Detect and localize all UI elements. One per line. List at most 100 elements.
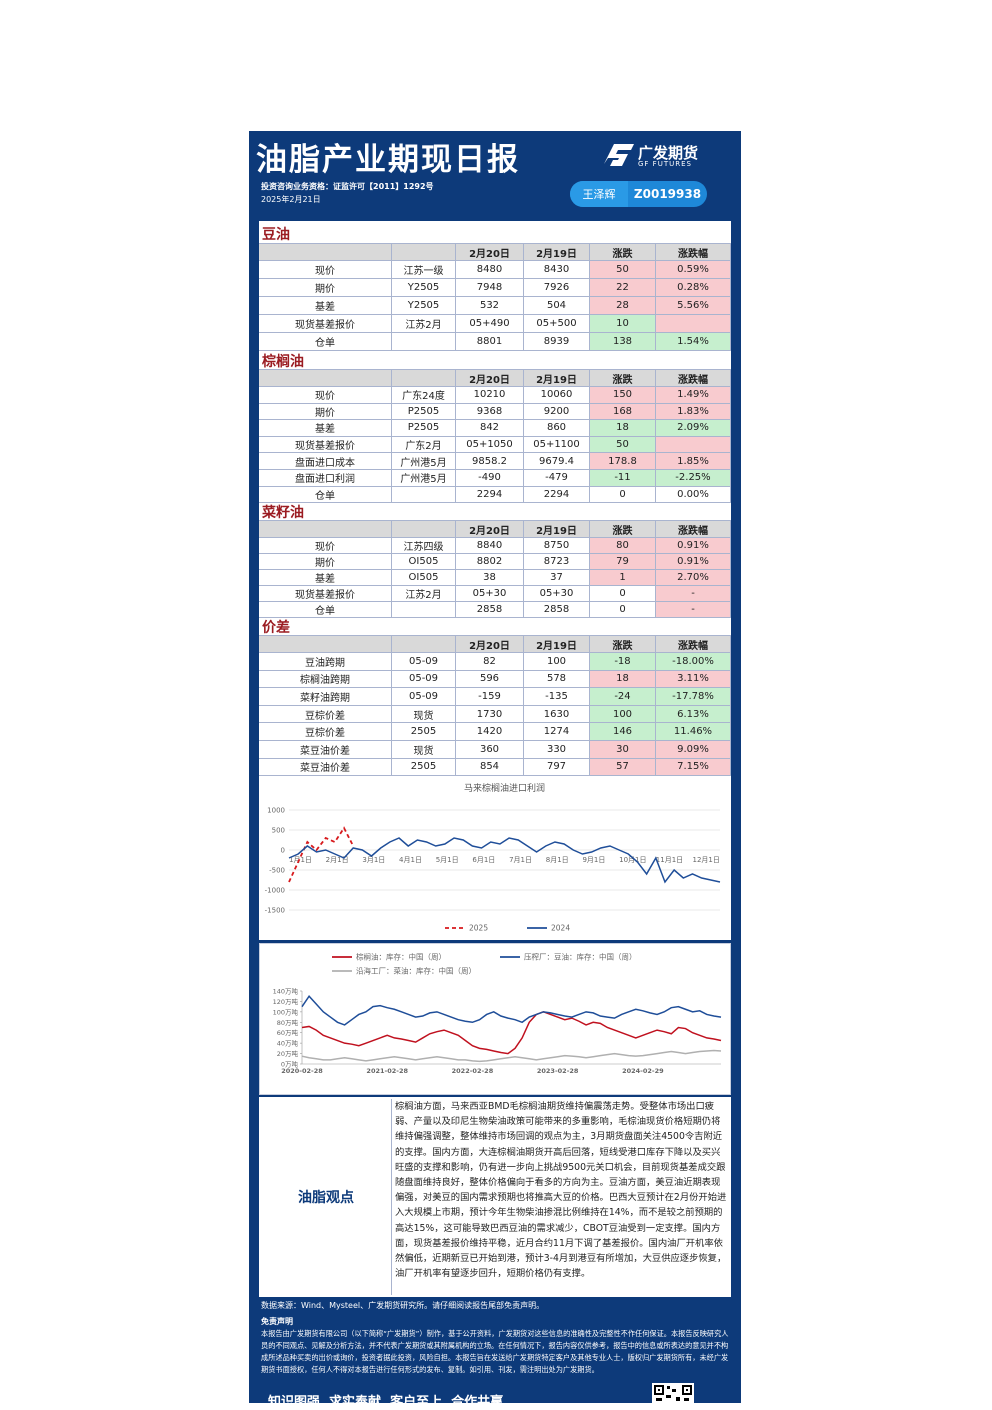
table-cell: 50	[590, 436, 656, 454]
table-cell: 1730	[456, 705, 524, 724]
column-header	[259, 521, 392, 538]
column-header: 2月20日	[456, 521, 524, 538]
column-header: 涨跌幅	[656, 636, 731, 653]
table-cell: 1420	[456, 723, 524, 741]
table-cell: 860	[524, 420, 590, 437]
table-cell: 8802	[456, 554, 524, 570]
section-title: 豆油	[259, 224, 731, 244]
column-header: 2月19日	[524, 370, 590, 387]
table-cell	[656, 315, 731, 333]
table-cell: 1.54%	[656, 333, 731, 351]
qr-code	[652, 1383, 694, 1403]
opinion-text: 棕榈油方面，马来西亚BMD毛棕榈油期货维持偏震荡走势。受整体市场出口疲弱、产量以…	[395, 1101, 727, 1280]
x-tick-label: 2022-02-28	[452, 1067, 494, 1075]
row-label: 基差	[259, 570, 392, 586]
y-tick-label: 140万吨	[273, 987, 299, 996]
logo-en: GF FUTURES	[638, 160, 692, 168]
section-title: 价差	[259, 618, 731, 636]
table-cell: 广东2月	[392, 436, 456, 454]
column-header: 涨跌	[590, 521, 656, 538]
table-cell: -18.00%	[656, 653, 731, 671]
table-cell: 8430	[524, 261, 590, 279]
table-cell: 22	[590, 279, 656, 297]
tables: 豆油 2月20日 2月19日 涨跌 涨跌幅 现价 江苏一级 8480 8430 50 0.59% 期价…	[259, 221, 731, 777]
table-cell: 100	[590, 705, 656, 724]
x-tick-label: 2月1日	[326, 856, 349, 864]
table-cell: 57	[590, 758, 656, 777]
table-cell: 05+500	[524, 315, 590, 333]
disclaimer-text: 本报告由广发期货有限公司（以下简称“广发期货”）制作，基于公开资料，广发期货对这…	[261, 1329, 729, 1374]
table-cell: 10	[590, 315, 656, 333]
column-header: 涨跌	[590, 370, 656, 387]
column-header: 涨跌幅	[656, 244, 731, 261]
legend-label: 沿海工厂：菜油：库存：中国（周）	[356, 966, 476, 976]
table-cell: 8840	[456, 538, 524, 554]
license: 投资咨询业务资格：证监许可【2011】1292号	[261, 182, 434, 191]
table-cell: 5.56%	[656, 297, 731, 315]
table-cell: -2.25%	[656, 470, 731, 487]
row-label: 棕榈油跨期	[259, 670, 392, 689]
table-cell: -135	[524, 688, 590, 706]
table-cell: 现货	[392, 705, 456, 724]
x-tick-label: 2023-02-28	[537, 1067, 579, 1075]
table-cell: 0.59%	[656, 261, 731, 279]
table-cell: 2858	[524, 602, 590, 618]
table-cell: 广州港5月	[392, 470, 456, 487]
legend-label: 棕榈油：库存：中国（周）	[356, 952, 446, 962]
column-header: 2月19日	[524, 244, 590, 261]
table-cell: 0	[590, 602, 656, 618]
column-header	[392, 521, 456, 538]
table-cell: 797	[524, 758, 590, 777]
x-tick-label: 6月1日	[472, 856, 495, 864]
table-cell: 2858	[456, 602, 524, 618]
table-cell: 1.85%	[656, 453, 731, 470]
table-cell: 7926	[524, 279, 590, 297]
y-tick-label: 1000	[267, 807, 285, 815]
row-label: 菜豆油价差	[259, 758, 392, 777]
table-cell: -24	[590, 688, 656, 706]
table-cell: -490	[456, 470, 524, 487]
legend-label: 2024	[551, 924, 570, 933]
table-cell	[392, 333, 456, 351]
table-cell: 8723	[524, 554, 590, 570]
legend-label: 2025	[469, 924, 488, 933]
table-cell: 江苏2月	[392, 586, 456, 602]
table-cell: 江苏一级	[392, 261, 456, 279]
table-cell: 江苏四级	[392, 538, 456, 554]
table-cell: -159	[456, 688, 524, 706]
row-label: 现价	[259, 261, 392, 279]
table-cell: 0	[590, 586, 656, 602]
table-cell: 18	[590, 420, 656, 437]
opinion-label: 油脂观点	[261, 1099, 392, 1295]
table-cell: 9.09%	[656, 741, 731, 759]
column-header: 2月19日	[524, 521, 590, 538]
table-cell: -479	[524, 470, 590, 487]
column-header: 2月20日	[456, 244, 524, 261]
logo-cn: 广发期货	[638, 144, 699, 162]
table-cell: -17.78%	[656, 688, 731, 706]
table-cell: 8801	[456, 333, 524, 351]
table-cell: 2.70%	[656, 570, 731, 586]
y-tick-label: 60万吨	[277, 1028, 299, 1037]
y-tick-label: 0	[281, 847, 285, 855]
section-title: 菜籽油	[259, 503, 731, 521]
disclaimer-title: 免责声明	[261, 1317, 293, 1326]
table-cell: 150	[590, 387, 656, 404]
table-cell: 8939	[524, 333, 590, 351]
table-cell: 1630	[524, 705, 590, 724]
series-line	[288, 826, 354, 883]
table-cell: 0.91%	[656, 554, 731, 570]
table-cell: 146	[590, 723, 656, 741]
opinion-box	[259, 1097, 731, 1297]
table-cell: 江苏2月	[392, 315, 456, 333]
x-tick-label: 11月1日	[656, 856, 683, 864]
row-label: 现货基差报价	[259, 315, 392, 333]
legend-label: 压榨厂：豆油：库存：中国（周）	[524, 952, 637, 962]
x-tick-label: 10月1日	[619, 856, 646, 864]
row-label: 基差	[259, 297, 392, 315]
table-cell: 1274	[524, 723, 590, 741]
table-cell: 9858.2	[456, 453, 524, 470]
table-cell: 30	[590, 741, 656, 759]
x-tick-label: 7月1日	[509, 856, 532, 864]
table-cell: -	[656, 602, 731, 618]
